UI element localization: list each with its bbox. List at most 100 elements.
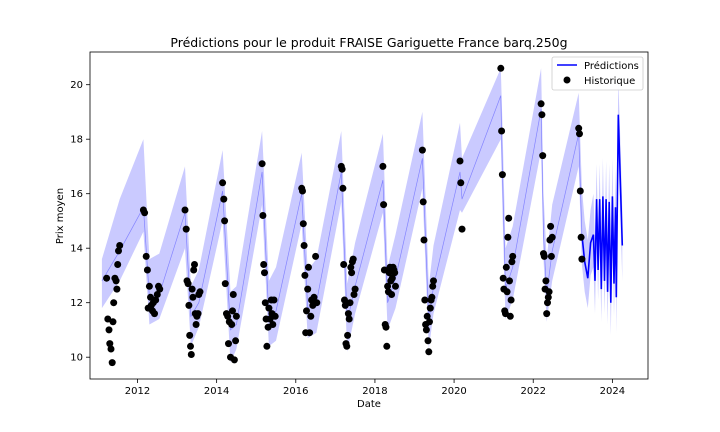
legend-prediction-label: Prédictions: [584, 60, 639, 72]
history-point: [261, 299, 269, 307]
history-point: [106, 340, 114, 348]
history-points-layer: [103, 64, 586, 367]
history-point: [428, 293, 436, 301]
history-point: [104, 315, 112, 323]
history-point: [312, 252, 320, 260]
history-point: [107, 345, 115, 353]
x-tick-label: 2012: [125, 386, 150, 397]
history-point: [509, 252, 517, 260]
history-point: [220, 195, 228, 203]
history-point: [349, 255, 357, 263]
history-point: [506, 312, 514, 320]
history-point: [542, 277, 550, 285]
history-point: [347, 263, 355, 271]
history-point: [537, 100, 545, 108]
history-point: [540, 252, 548, 260]
history-point: [351, 285, 359, 293]
history-point: [221, 217, 229, 225]
history-point: [145, 282, 153, 290]
prediction-confidence-band: [101, 68, 623, 363]
history-point: [426, 318, 433, 326]
x-tick-label: 2020: [441, 386, 466, 397]
history-point: [304, 285, 312, 293]
history-point: [110, 299, 118, 307]
history-point: [187, 342, 194, 350]
history-point: [498, 171, 506, 179]
history-point: [505, 214, 513, 222]
history-point: [341, 296, 348, 304]
history-point: [339, 184, 347, 192]
history-point: [383, 342, 391, 350]
history-point: [142, 252, 150, 260]
history-point: [344, 310, 352, 318]
history-point: [380, 201, 388, 209]
y-tick-label: 18: [70, 135, 83, 146]
chart-title: Prédictions pour le produit FRAISE Garig…: [170, 35, 567, 50]
history-point: [544, 299, 551, 307]
history-point: [502, 263, 510, 271]
history-point: [190, 266, 198, 274]
history-point: [497, 64, 505, 72]
history-point: [547, 222, 555, 230]
history-point: [577, 233, 585, 241]
history-point: [423, 312, 431, 320]
history-point: [228, 321, 236, 328]
history-point: [391, 269, 399, 277]
history-point: [458, 225, 466, 233]
history-point: [229, 291, 237, 298]
history-point: [261, 269, 268, 277]
legend: Prédictions Historique: [551, 56, 644, 91]
history-point: [499, 274, 507, 282]
x-tick-label: 2014: [204, 386, 229, 397]
history-point: [392, 282, 399, 290]
history-point: [543, 310, 551, 318]
history-point: [114, 261, 122, 268]
history-point: [185, 301, 193, 309]
history-point: [344, 331, 352, 339]
history-point: [340, 261, 348, 268]
history-point: [112, 277, 120, 285]
history-point: [545, 288, 553, 296]
history-point: [221, 280, 229, 288]
history-point: [184, 280, 192, 288]
history-point: [384, 282, 392, 290]
history-point: [116, 242, 124, 249]
legend-history-marker-swatch: [563, 76, 571, 84]
history-point: [271, 312, 279, 320]
history-point: [152, 296, 160, 304]
history-point: [305, 263, 312, 271]
prediction-line-layer: [101, 95, 624, 331]
confidence-band-layer: [101, 68, 623, 363]
history-point: [338, 165, 346, 173]
y-tick-label: 12: [70, 298, 83, 309]
history-point: [578, 255, 586, 263]
history-point: [506, 277, 513, 285]
history-point: [306, 329, 314, 337]
history-point: [539, 152, 547, 160]
history-point: [115, 247, 122, 255]
history-point: [263, 342, 271, 350]
history-point: [576, 130, 583, 138]
history-point: [419, 198, 427, 206]
history-point: [424, 337, 432, 345]
history-point: [225, 340, 232, 348]
y-tick-label: 20: [70, 80, 83, 91]
x-tick-label: 2022: [521, 386, 546, 397]
x-axis-label: Date: [357, 399, 381, 410]
history-point: [269, 321, 277, 328]
history-point: [192, 321, 200, 328]
history-point: [191, 261, 198, 268]
history-point: [188, 285, 196, 293]
history-point: [421, 296, 429, 304]
history-point: [343, 342, 351, 350]
y-axis-label: Prix moyen: [55, 188, 66, 244]
history-point: [232, 337, 240, 345]
history-point: [420, 236, 428, 244]
history-point: [348, 269, 356, 277]
history-point: [575, 124, 583, 132]
history-point: [507, 296, 515, 304]
history-point: [229, 307, 236, 315]
history-point: [388, 274, 396, 282]
history-point: [141, 209, 149, 217]
history-point: [230, 356, 238, 364]
